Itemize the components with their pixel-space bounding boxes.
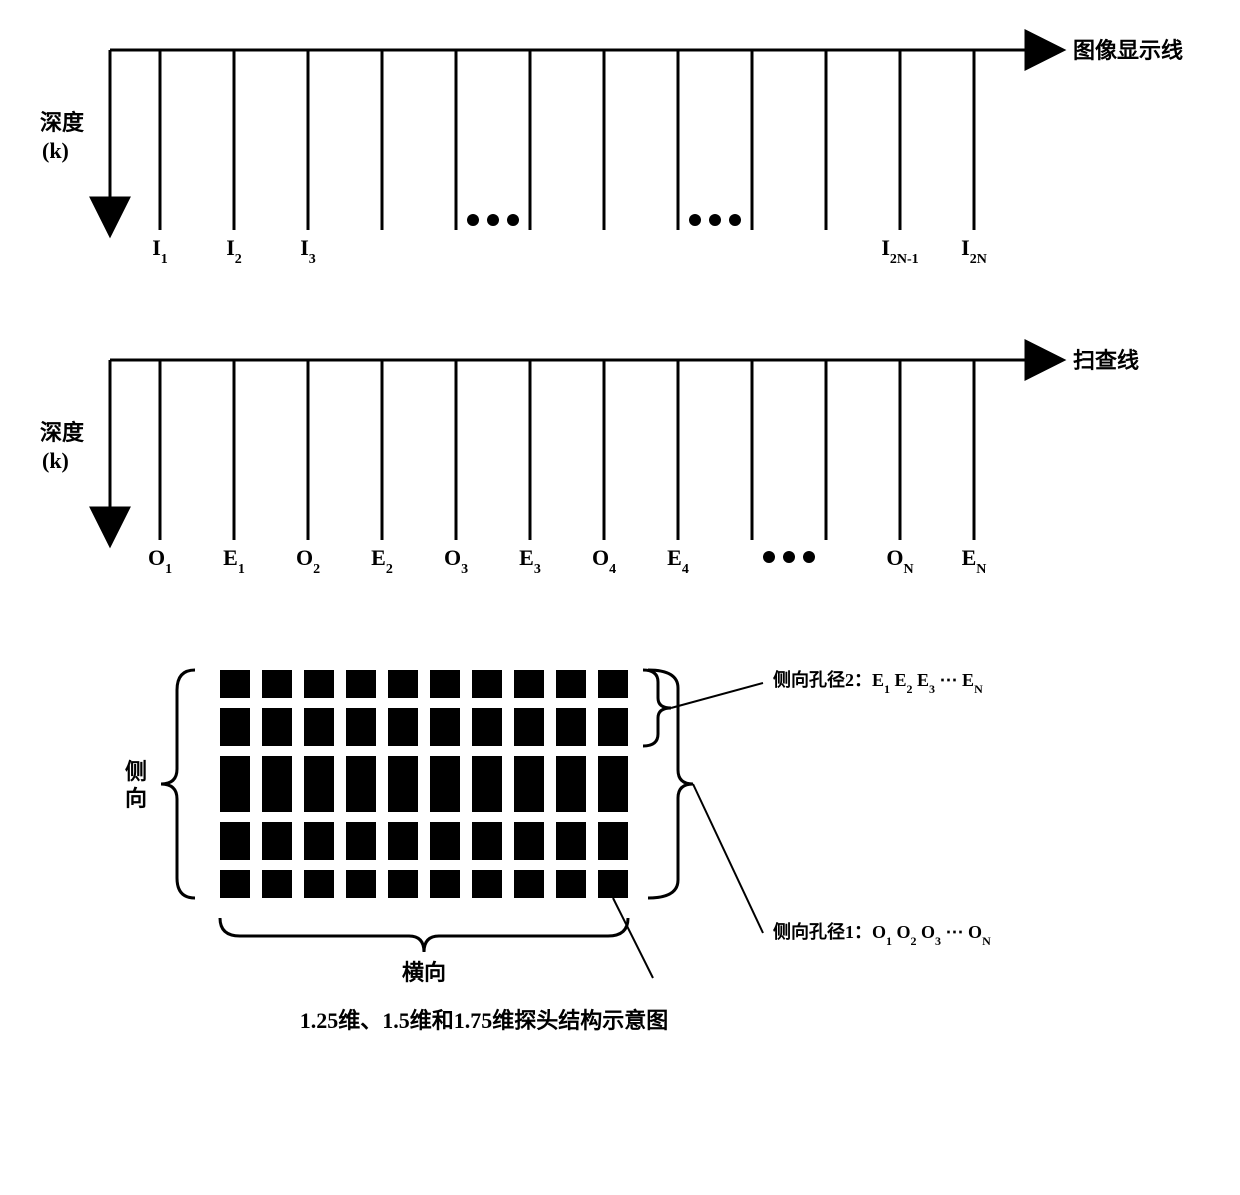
svg-text:图像显示线: 图像显示线 bbox=[1073, 38, 1183, 63]
svg-text:I2: I2 bbox=[226, 235, 242, 267]
svg-text:O4: O4 bbox=[592, 545, 616, 577]
svg-text:O1: O1 bbox=[148, 545, 172, 577]
svg-text:I3: I3 bbox=[300, 235, 316, 267]
svg-text:I2N-1: I2N-1 bbox=[881, 235, 918, 267]
svg-text:侧向孔径2：E1 E2 E3 ⋯ EN: 侧向孔径2：E1 E2 E3 ⋯ EN bbox=[773, 669, 983, 696]
svg-text:1.25维、1.5维和1.75维探头结构示意图: 1.25维、1.5维和1.75维探头结构示意图 bbox=[300, 1008, 669, 1033]
svg-text:(k): (k) bbox=[42, 138, 69, 163]
svg-text:E2: E2 bbox=[371, 545, 393, 577]
svg-text:O2: O2 bbox=[296, 545, 320, 577]
svg-text:扫查线: 扫查线 bbox=[1073, 348, 1139, 373]
svg-text:E1: E1 bbox=[223, 545, 245, 577]
scan-line-diagram: 扫查线深度 (k) O1 E1 O2 E2 O3 E3 O4 E4 ON EN bbox=[20, 330, 1220, 590]
image-display-line-diagram: 图像显示线深度 (k) I1 I2 I3 I2N-1 I2N bbox=[20, 20, 1220, 280]
svg-text:(k): (k) bbox=[42, 448, 69, 473]
svg-text:侧向孔径1：O1 O2 O3 ⋯ ON: 侧向孔径1：O1 O2 O3 ⋯ ON bbox=[773, 921, 991, 948]
svg-text:I1: I1 bbox=[152, 235, 168, 267]
probe-structure-diagram: 侧向横向 侧向孔径2：E1 E2 E3 ⋯ EN 侧向孔径1：O1 O2 O3 ⋯ … bbox=[20, 640, 1220, 1060]
svg-text:ON: ON bbox=[886, 545, 913, 577]
svg-text:深度: 深度 bbox=[40, 420, 85, 445]
svg-text:侧: 侧 bbox=[125, 759, 147, 784]
svg-text:深度: 深度 bbox=[40, 110, 85, 135]
svg-text:I2N: I2N bbox=[961, 235, 987, 267]
svg-text:向: 向 bbox=[125, 786, 147, 811]
svg-text:O3: O3 bbox=[444, 545, 468, 577]
svg-text:E4: E4 bbox=[667, 545, 689, 577]
svg-text:EN: EN bbox=[962, 545, 987, 577]
svg-text:横向: 横向 bbox=[402, 960, 446, 985]
svg-text:E3: E3 bbox=[519, 545, 541, 577]
